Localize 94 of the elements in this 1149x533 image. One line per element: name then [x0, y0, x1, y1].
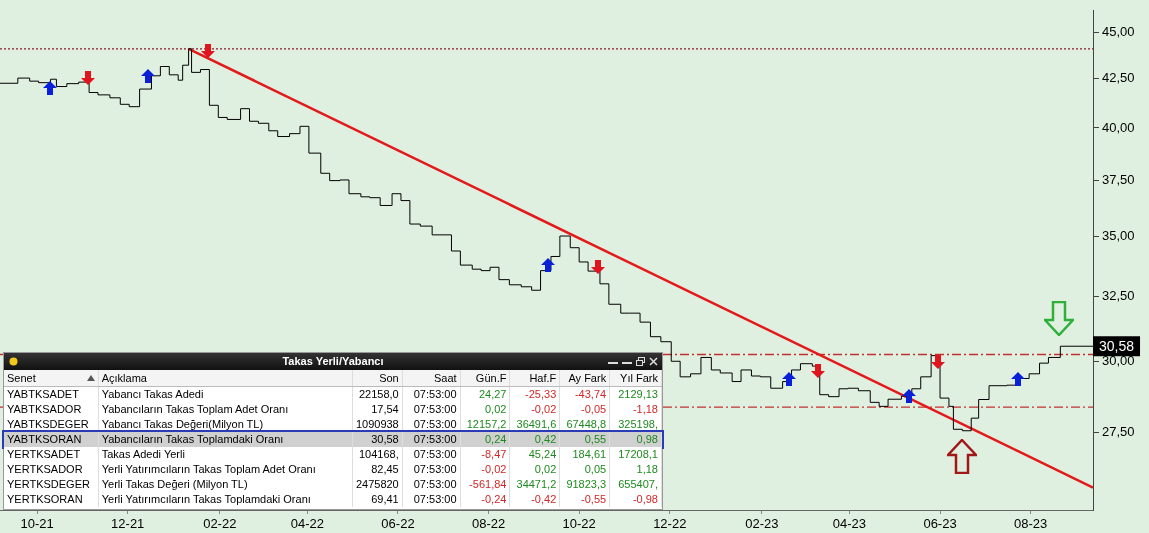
text: Yerli Takas Değeri (Milyon TL) [101, 478, 248, 490]
x-tick-label: 12-22 [653, 516, 687, 532]
text: -0,42 [531, 493, 557, 505]
x-tick-label: 02-23 [745, 516, 779, 532]
text: -25,33 [525, 388, 557, 400]
text: 22158,0 [358, 388, 399, 400]
text: Yerli Yatırımcıların Takas Toplamdaki Oranı [101, 493, 311, 505]
text: 0,02 [485, 403, 507, 415]
text: 36491,6 [516, 418, 557, 430]
x-tick-label: 02-22 [203, 516, 237, 532]
y-tick-label: 40,00 [1102, 119, 1135, 135]
text: 1,18 [636, 463, 658, 475]
text: -1,18 [632, 403, 658, 415]
text: 07:53:00 [413, 418, 457, 430]
text: 1090938 [355, 418, 399, 430]
text: 2475820 [355, 478, 399, 490]
category-label: Açıklama [101, 370, 147, 386]
text: YABTKSDEGER [7, 418, 89, 430]
text: -0,02 [531, 403, 557, 415]
text: Yabancıların Takas Toplamdaki Oranı [101, 433, 284, 445]
text: YERTKSDEGER [7, 478, 90, 490]
text: 0,55 [584, 433, 607, 445]
text: 0,24 [485, 433, 507, 445]
text: 91823,3 [566, 478, 607, 490]
text: 17,54 [371, 403, 399, 415]
text: YABTKSADOR [7, 403, 82, 415]
x-tick-label: 08-22 [471, 516, 506, 532]
x-tick-label: 04-22 [290, 516, 325, 532]
text: YERTKSORAN [7, 493, 83, 505]
text: 45,24 [528, 448, 557, 460]
text: -0,55 [581, 493, 607, 505]
y-tick-label: 35,00 [1102, 228, 1135, 244]
text: 07:53:00 [413, 403, 457, 415]
y-tick-label: 37,50 [1102, 171, 1135, 187]
x-tick-label: 04-23 [832, 516, 867, 532]
x-tick-label: 10-22 [562, 516, 596, 532]
text: Yabancıların Takas Toplam Adet Oranı [101, 403, 289, 415]
text: 82,45 [371, 463, 399, 475]
annotation: 30,58 [1099, 338, 1135, 355]
text: 07:53:00 [413, 433, 457, 445]
text: 67448,8 [566, 418, 607, 430]
y-tick-label: 45,00 [1102, 23, 1135, 39]
text: -0,02 [481, 463, 507, 475]
x-tick-label: 08-23 [1014, 516, 1048, 532]
text: 07:53:00 [413, 478, 457, 490]
y-tick-label: 42,50 [1102, 70, 1135, 86]
text: -0,98 [632, 493, 658, 505]
text: YERTKSADOR [7, 463, 83, 475]
text: 184,61 [572, 448, 607, 460]
text: 07:53:00 [413, 448, 457, 460]
text: YABTKSADET [7, 388, 79, 400]
y-tick-label: 30,00 [1102, 353, 1135, 369]
text: 325198, [618, 418, 658, 430]
text: 655407, [618, 478, 658, 490]
text: YABTKSORAN [7, 433, 82, 445]
text: 0,02 [534, 463, 557, 475]
text: 17208,1 [618, 448, 658, 460]
text: Takas Adedi Yerli [101, 448, 185, 460]
text: Yerli Yatırımcıların Takas Toplam Adet Oranı [101, 463, 316, 475]
text: 07:53:00 [413, 388, 457, 400]
text: 30,58 [371, 433, 399, 445]
text: 24,27 [478, 388, 507, 400]
text: 12157,2 [466, 418, 507, 430]
text: 2129,13 [618, 388, 658, 400]
text: 34471,2 [516, 478, 557, 490]
x-tick-label: 12-21 [111, 516, 145, 532]
text: 07:53:00 [413, 493, 457, 505]
x-tick-label: 10-21 [20, 516, 54, 532]
text: Yabancı Takas Değeri(Milyon TL) [101, 418, 264, 430]
text: -0,05 [581, 403, 607, 415]
text: Yabancı Takas Adedi [101, 388, 204, 400]
category-label: Ay Fark [568, 370, 607, 386]
category-label: Gün.F [475, 370, 507, 386]
text: YERTKSADET [7, 448, 81, 460]
text: 69,41 [371, 493, 399, 505]
text: 0,05 [584, 463, 607, 475]
text: 0,98 [636, 433, 658, 445]
category-label: Yıl Fark [620, 370, 658, 386]
y-tick-label: 27,50 [1102, 424, 1135, 440]
text: -0,24 [481, 493, 507, 505]
x-tick-label: 06-23 [923, 516, 957, 532]
category-label: Haf.F [529, 370, 557, 386]
text: 0,42 [534, 433, 557, 445]
category-label: Saat [433, 370, 457, 386]
category-label: Senet [7, 370, 36, 386]
text: -8,47 [481, 448, 507, 460]
category-label: Son [379, 370, 399, 386]
text: -43,74 [574, 388, 607, 400]
y-tick-label: 32,50 [1102, 288, 1135, 304]
x-tick-label: 06-22 [381, 516, 415, 532]
text: 104168, [358, 448, 399, 460]
text: Takas Yerli/Yabancı [282, 355, 384, 367]
text: -561,84 [469, 478, 507, 490]
text: 07:53:00 [413, 463, 457, 475]
